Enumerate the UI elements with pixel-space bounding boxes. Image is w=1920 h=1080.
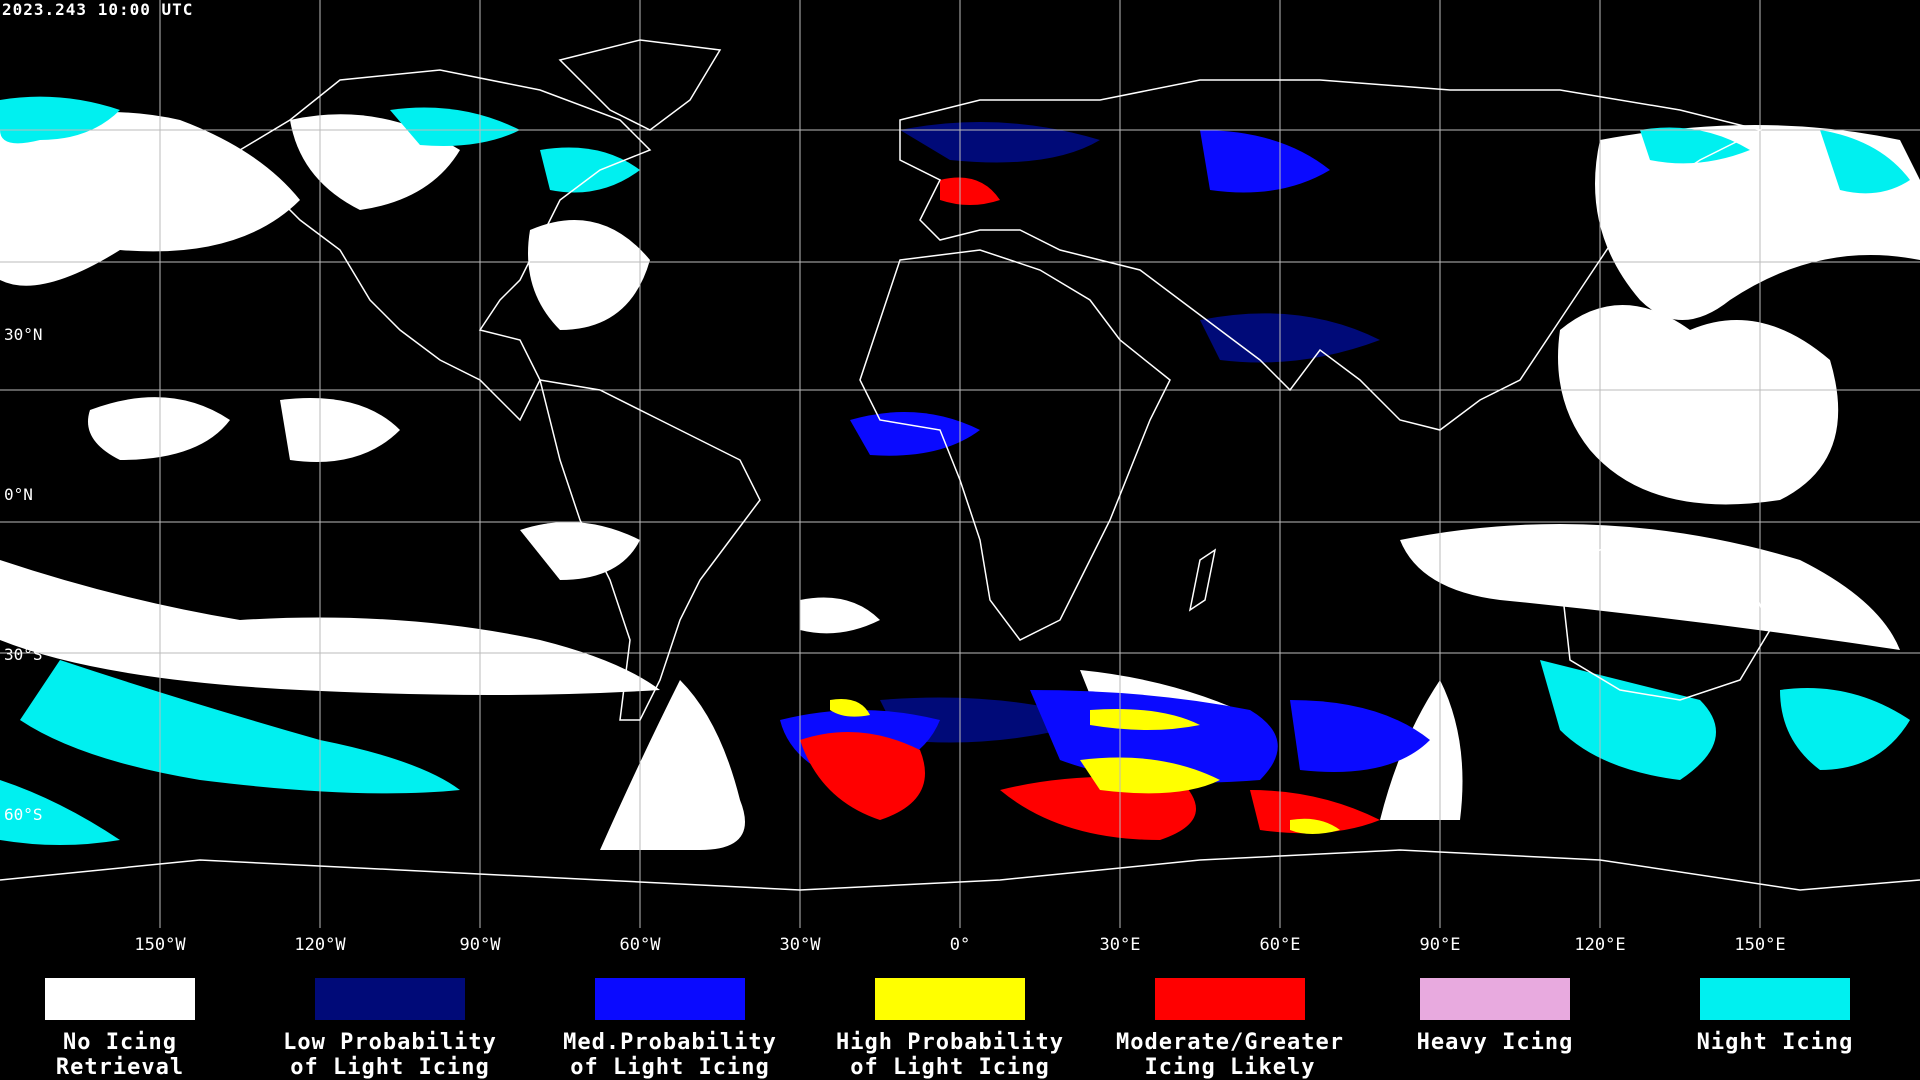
legend-label-night-icing: Night Icing	[1696, 1030, 1854, 1055]
lat-label-60n: 60°N	[4, 165, 43, 184]
legend-item-no-icing: No Icing Retrieval	[0, 978, 240, 1080]
swatch-low-probability	[315, 978, 465, 1020]
legend-label-med-probability: Med.Probability of Light Icing	[563, 1030, 777, 1080]
lon-label-150e: 150°E	[1734, 935, 1786, 955]
legend-item-heavy-icing: Heavy Icing	[1375, 978, 1615, 1055]
swatch-no-icing	[45, 978, 195, 1020]
lat-label-30s: 30°S	[4, 645, 43, 664]
legend-item-low-probability: Low Probability of Light Icing	[270, 978, 510, 1080]
night-icing-areas	[0, 96, 1910, 845]
lon-label-30e: 30°E	[1099, 935, 1141, 955]
lon-label-60w: 60°W	[619, 935, 661, 955]
legend-item-night-icing: Night Icing	[1655, 978, 1895, 1055]
legend-label-heavy-icing: Heavy Icing	[1416, 1030, 1574, 1055]
swatch-heavy-icing	[1420, 978, 1570, 1020]
swatch-night-icing	[1700, 978, 1850, 1020]
lon-label-0: 0°	[949, 935, 971, 955]
legend-label-no-icing: No Icing Retrieval	[55, 1030, 185, 1080]
lat-lon-grid	[0, 0, 1920, 928]
lat-label-0n: 0°N	[4, 485, 33, 504]
timestamp: 2023.243 10:00 UTC	[2, 0, 194, 19]
lon-label-90w: 90°W	[459, 935, 501, 955]
icing-map: 60°N 30°N 0°N 30°S 60°S	[0, 0, 1920, 928]
lon-label-120e: 120°E	[1574, 935, 1626, 955]
lat-label-60s: 60°S	[4, 805, 43, 824]
lon-label-90e: 90°E	[1419, 935, 1461, 955]
legend-item-med-probability: Med.Probability of Light Icing	[550, 978, 790, 1080]
lon-label-120w: 120°W	[294, 935, 346, 955]
legend: No Icing Retrieval Low Probability of Li…	[0, 960, 1920, 1080]
latitude-labels: 60°N 30°N 0°N 30°S 60°S	[4, 165, 43, 824]
high-probability-areas	[830, 699, 1340, 834]
swatch-moderate-icing	[1155, 978, 1305, 1020]
legend-item-moderate-icing: Moderate/Greater Icing Likely	[1110, 978, 1350, 1080]
lon-label-30w: 30°W	[779, 935, 821, 955]
swatch-med-probability	[595, 978, 745, 1020]
lon-label-150w: 150°W	[134, 935, 186, 955]
legend-item-high-probability: High Probability of Light Icing	[830, 978, 1070, 1080]
moderate-icing-areas	[800, 177, 1380, 840]
coastlines	[0, 39, 1920, 891]
lat-label-30n: 30°N	[4, 325, 43, 344]
lon-label-60e: 60°E	[1259, 935, 1301, 955]
legend-label-low-probability: Low Probability of Light Icing	[283, 1030, 497, 1080]
swatch-high-probability	[875, 978, 1025, 1020]
legend-label-moderate-icing: Moderate/Greater Icing Likely	[1116, 1030, 1344, 1080]
legend-label-high-probability: High Probability of Light Icing	[836, 1030, 1064, 1080]
